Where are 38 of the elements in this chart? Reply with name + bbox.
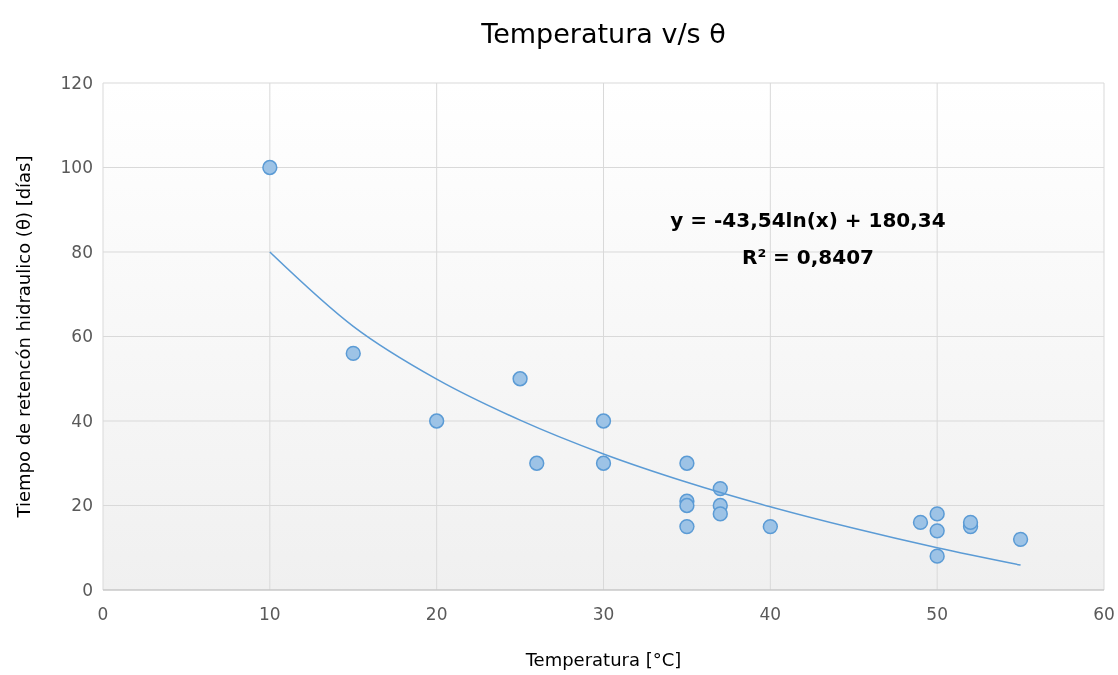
point — [595, 455, 612, 471]
point — [929, 506, 945, 522]
x-axis-title: Temperatura [°C] — [524, 649, 682, 670]
y-tick-label: 40 — [71, 410, 93, 431]
chart-title: Temperatura v/s θ — [480, 18, 726, 49]
y-tick-label: 80 — [71, 241, 93, 262]
x-tick-label: 60 — [1093, 604, 1115, 624]
point — [679, 518, 695, 535]
x-tick-label: 30 — [592, 604, 615, 624]
y-axis-title: Tiempo de retencón hidraulico (θ) [días] — [13, 155, 34, 519]
point — [962, 514, 979, 531]
y-tick-label: 100 — [60, 157, 93, 178]
x-tick-label: 10 — [259, 604, 281, 624]
y-tick-label: 60 — [71, 326, 93, 347]
point — [762, 518, 778, 535]
point — [429, 413, 445, 429]
annotation: y = -43,54ln(x) + 180,34 — [670, 208, 946, 232]
x-tick-label: 20 — [425, 604, 448, 624]
point — [929, 548, 945, 564]
y-tick-label: 120 — [60, 72, 93, 93]
point — [712, 506, 728, 522]
point — [679, 455, 695, 471]
annotation: R² = 0,8407 — [741, 245, 875, 269]
x-tick-label: 0 — [97, 604, 109, 624]
x-tick-label: 40 — [759, 604, 782, 624]
point — [262, 159, 278, 176]
point — [529, 455, 545, 471]
y-tick-label: 20 — [71, 495, 93, 516]
point — [679, 497, 695, 514]
point — [345, 345, 361, 362]
x-tick-label: 50 — [926, 604, 948, 624]
point — [512, 371, 528, 387]
point — [595, 413, 612, 429]
point — [1012, 531, 1029, 547]
point — [912, 514, 929, 531]
line-series — [269, 251, 1022, 566]
point — [929, 523, 945, 539]
y-tick-label: 0 — [82, 579, 93, 600]
